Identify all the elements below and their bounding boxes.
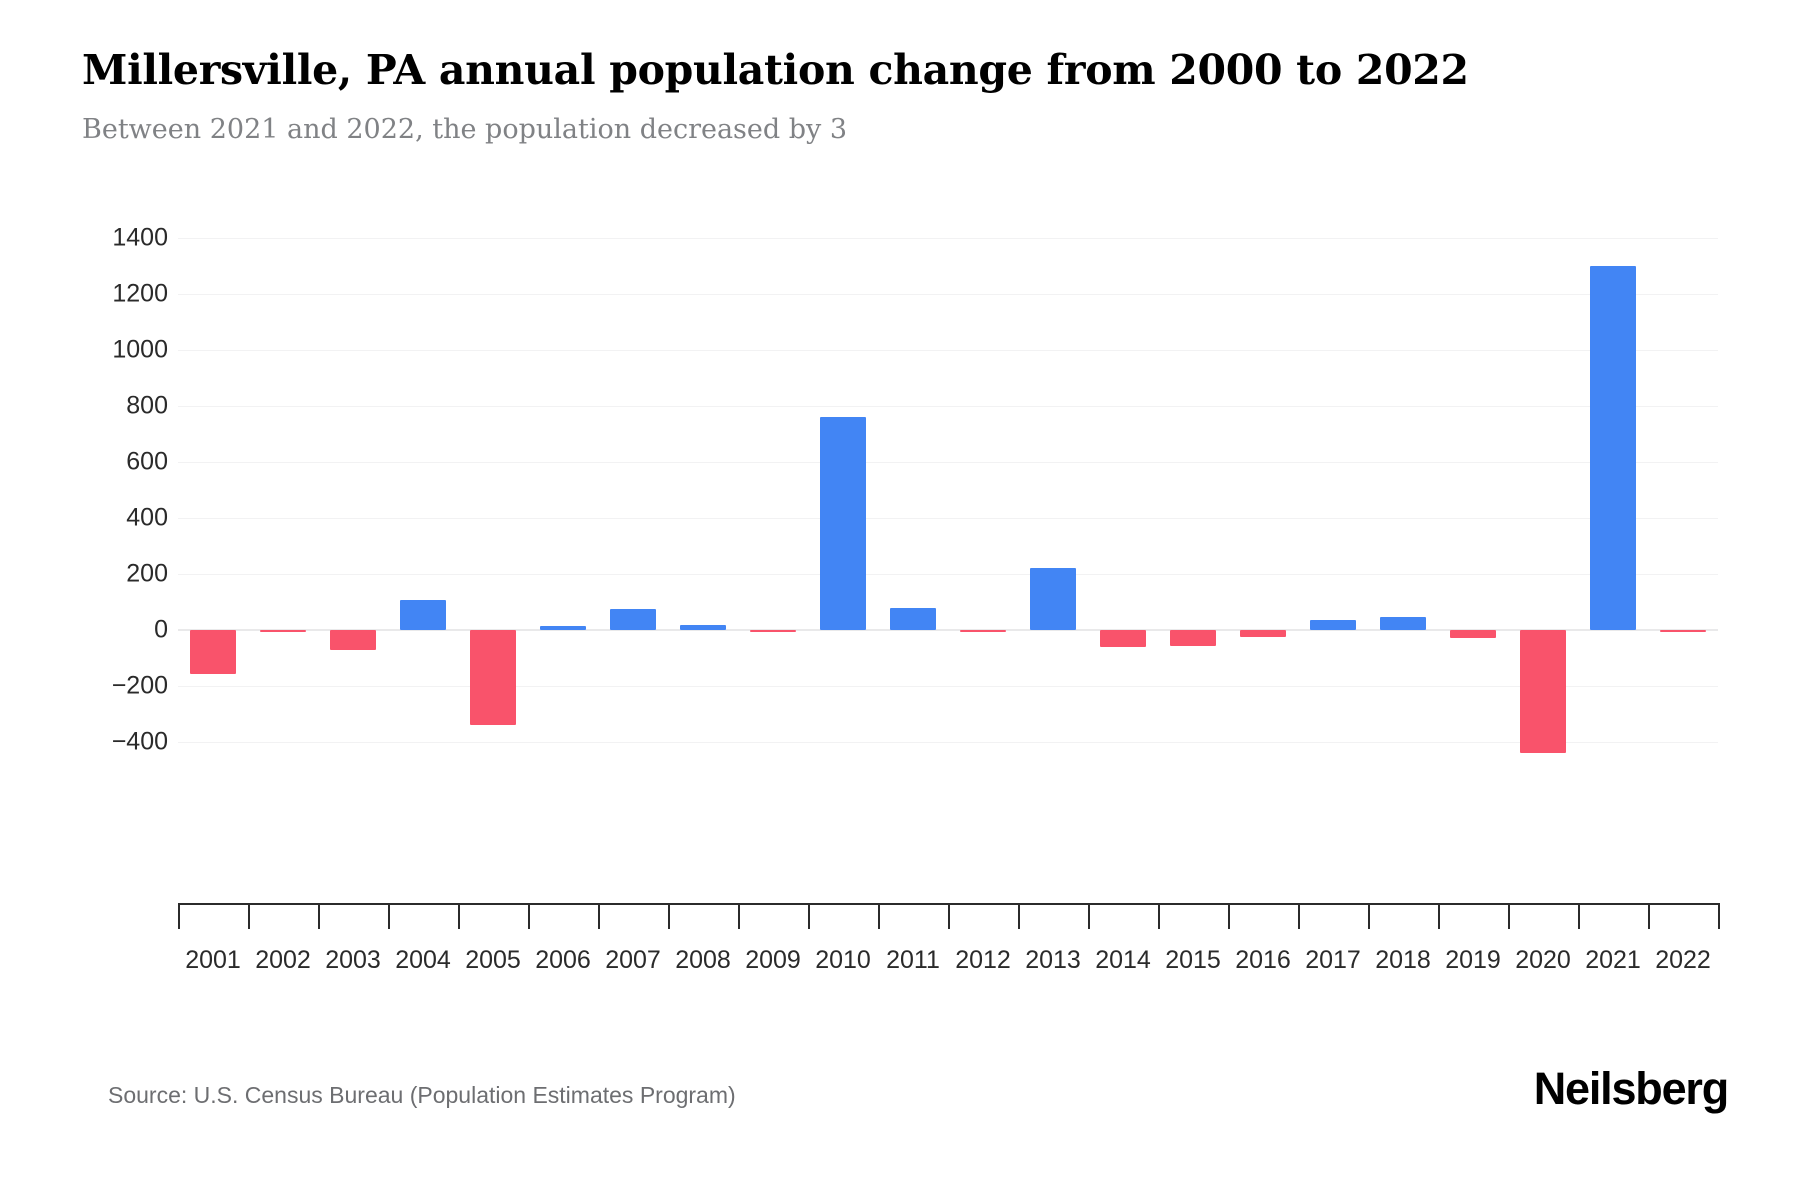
x-axis-tick: [1088, 903, 1090, 929]
y-axis-tick-label: 0: [154, 615, 168, 644]
x-axis-tick-label-2013: 2013: [1025, 946, 1081, 974]
bar-2008[interactable]: [679, 625, 727, 630]
x-axis-tick: [1018, 903, 1020, 929]
bar-2015[interactable]: [1169, 630, 1217, 646]
x-axis-tick-label-2002: 2002: [255, 946, 311, 974]
x-axis-tick-label-2006: 2006: [535, 946, 591, 974]
x-axis-tick-label-2007: 2007: [605, 946, 661, 974]
x-axis-tick-label-2004: 2004: [395, 946, 451, 974]
x-axis-tick: [598, 903, 600, 929]
x-axis-tick: [738, 903, 740, 929]
y-axis-tick-label: 600: [126, 447, 168, 476]
x-axis-tick: [248, 903, 250, 929]
gridline: [178, 294, 1718, 295]
x-axis-tick-label-2014: 2014: [1095, 946, 1151, 974]
x-axis-tick: [1438, 903, 1440, 929]
gridline: [178, 238, 1718, 239]
bar-2014[interactable]: [1099, 630, 1147, 647]
bar-2001[interactable]: [189, 630, 237, 674]
bar-2007[interactable]: [609, 609, 657, 630]
x-axis-tick-label-2001: 2001: [185, 946, 241, 974]
y-axis-tick-label: −200: [111, 671, 168, 700]
x-axis-tick-label-2022: 2022: [1655, 946, 1711, 974]
x-axis-tick: [1368, 903, 1370, 929]
x-axis-tick: [948, 903, 950, 929]
x-axis-tick-label-2003: 2003: [325, 946, 381, 974]
gridline: [178, 574, 1718, 575]
x-axis-tick: [808, 903, 810, 929]
y-axis-tick-label: 400: [126, 503, 168, 532]
bar-2002[interactable]: [259, 630, 307, 632]
gridline: [178, 406, 1718, 407]
bar-2003[interactable]: [329, 630, 377, 651]
y-axis-tick-label: 1000: [112, 335, 168, 364]
bar-2011[interactable]: [889, 608, 937, 630]
x-axis-tick-label-2005: 2005: [465, 946, 521, 974]
x-axis-tick-label-2016: 2016: [1235, 946, 1291, 974]
x-axis-tick: [178, 903, 180, 929]
bar-2019[interactable]: [1449, 630, 1497, 639]
gridline: [178, 742, 1718, 743]
y-axis-tick-label: 1400: [112, 223, 168, 252]
x-axis-tick-label-2012: 2012: [955, 946, 1011, 974]
brand-logo: Neilsberg: [1533, 1063, 1729, 1114]
x-axis-tick-label-2017: 2017: [1305, 946, 1361, 974]
source-note: Source: U.S. Census Bureau (Population E…: [108, 1082, 736, 1108]
bar-2005[interactable]: [469, 630, 517, 726]
bar-2006[interactable]: [539, 626, 587, 630]
x-axis-tick: [1578, 903, 1580, 929]
x-axis-tick: [1508, 903, 1510, 929]
bar-2016[interactable]: [1239, 630, 1287, 638]
x-axis-tick: [878, 903, 880, 929]
x-axis-tick-label-2018: 2018: [1375, 946, 1431, 974]
y-axis-tick-label: 200: [126, 559, 168, 588]
page-title: Millersville, PA annual population chang…: [82, 46, 1469, 94]
x-axis-tick: [388, 903, 390, 929]
y-axis-tick-label: 800: [126, 391, 168, 420]
gridline: [178, 686, 1718, 687]
x-axis-tick-label-2015: 2015: [1165, 946, 1221, 974]
x-axis-tick: [318, 903, 320, 929]
x-axis-tick: [1228, 903, 1230, 929]
bar-2010[interactable]: [819, 417, 867, 630]
x-axis-tick: [1648, 903, 1650, 929]
x-axis-tick: [528, 903, 530, 929]
bar-2004[interactable]: [399, 599, 447, 630]
x-axis-tick: [458, 903, 460, 929]
x-axis-tick-label-2010: 2010: [815, 946, 871, 974]
bar-2022[interactable]: [1659, 630, 1707, 632]
x-axis-tick-label-2011: 2011: [886, 946, 940, 974]
bar-2020[interactable]: [1519, 630, 1567, 754]
x-axis-tick-label-2019: 2019: [1445, 946, 1501, 974]
chart-header: Millersville, PA annual population chang…: [82, 46, 1722, 145]
y-axis-tick-label: −400: [111, 727, 168, 756]
bar-2012[interactable]: [959, 630, 1007, 632]
x-axis-tick: [668, 903, 670, 929]
x-axis-tick: [1298, 903, 1300, 929]
x-axis-tick-label-2021: 2021: [1585, 946, 1641, 974]
chart-subtitle: Between 2021 and 2022, the population de…: [82, 113, 848, 145]
bar-2021[interactable]: [1589, 266, 1637, 630]
x-axis-tick-label-2008: 2008: [675, 946, 731, 974]
zero-baseline: [178, 629, 1718, 631]
bar-2013[interactable]: [1029, 567, 1077, 630]
gridline: [178, 462, 1718, 463]
gridline: [178, 350, 1718, 351]
x-axis-tick-label-2009: 2009: [745, 946, 801, 974]
x-axis-tick: [1158, 903, 1160, 929]
gridline: [178, 518, 1718, 519]
x-axis-tick: [1718, 903, 1720, 929]
bar-2017[interactable]: [1309, 619, 1357, 630]
bar-2018[interactable]: [1379, 616, 1427, 630]
y-axis-tick-label: 1200: [112, 279, 168, 308]
x-axis-tick-label-2020: 2020: [1515, 946, 1571, 974]
bar-2009[interactable]: [749, 630, 797, 633]
